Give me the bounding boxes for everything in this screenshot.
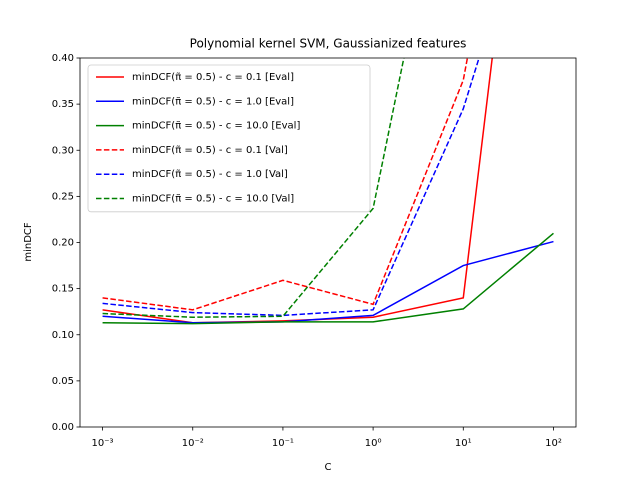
x-tick-label: 10² bbox=[545, 438, 562, 449]
x-tick-label: 10⁰ bbox=[365, 438, 382, 449]
legend-label: minDCF(π̃ = 0.5) - c = 0.1 [Val] bbox=[132, 144, 288, 156]
legend-label: minDCF(π̃ = 0.5) - c = 10.0 [Val] bbox=[132, 193, 294, 205]
plot-frame bbox=[79, 57, 577, 428]
chart-title: Polynomial kernel SVM, Gaussianized feat… bbox=[190, 37, 467, 51]
y-axis-label: minDCF bbox=[23, 222, 34, 262]
y-tick-label: 0.05 bbox=[52, 376, 74, 387]
y-tick-label: 0.30 bbox=[52, 145, 74, 156]
x-axis-label: C bbox=[325, 462, 332, 473]
x-tick-label: 10⁻³ bbox=[92, 438, 114, 449]
legend-label: minDCF(π̃ = 0.5) - c = 1.0 [Eval] bbox=[132, 95, 294, 107]
legend-label: minDCF(π̃ = 0.5) - c = 10.0 [Eval] bbox=[132, 120, 300, 132]
legend-label: minDCF(π̃ = 0.5) - c = 1.0 [Val] bbox=[132, 168, 288, 180]
y-tick-label: 0.10 bbox=[52, 330, 74, 341]
y-tick-label: 0.40 bbox=[52, 53, 74, 64]
series-line bbox=[102, 58, 405, 318]
x-tick-label: 10⁻² bbox=[182, 438, 204, 449]
y-tick-label: 0.25 bbox=[52, 191, 74, 202]
x-tick-label: 10⁻¹ bbox=[272, 438, 294, 449]
plot-lines bbox=[102, 58, 554, 325]
series-line bbox=[102, 232, 554, 325]
y-tick-label: 0.20 bbox=[52, 238, 74, 249]
y-tick-label: 0.15 bbox=[52, 284, 74, 295]
y-tick-label: 0.00 bbox=[52, 422, 74, 433]
series-line bbox=[102, 58, 480, 317]
y-tick-label: 0.35 bbox=[52, 99, 74, 110]
legend-label: minDCF(π̃ = 0.5) - c = 0.1 [Eval] bbox=[132, 71, 294, 83]
x-tick-label: 10¹ bbox=[455, 438, 472, 449]
series-line bbox=[102, 240, 554, 324]
series-line bbox=[102, 58, 469, 311]
legend-box bbox=[87, 64, 371, 213]
